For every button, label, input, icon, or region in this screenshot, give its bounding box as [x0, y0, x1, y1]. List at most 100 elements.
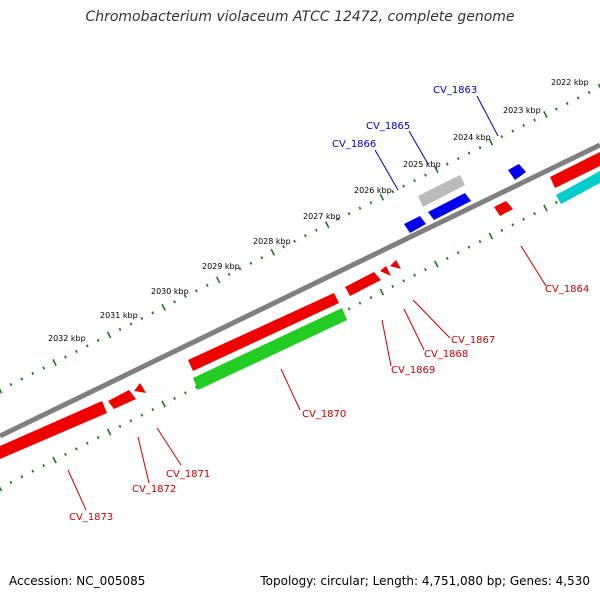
gene-cv1871-arrow[interactable]: [134, 383, 146, 393]
minor-tick: [576, 96, 580, 100]
minor-tick: [74, 447, 78, 451]
kbp-label: 2023 kbp: [503, 106, 541, 115]
minor-tick: [413, 179, 416, 183]
leader-line: [412, 299, 451, 339]
minor-tick: [85, 344, 89, 348]
kbp-label: 2025 kbp: [403, 160, 441, 169]
gene-cv1873-bar[interactable]: [0, 401, 107, 459]
minor-tick: [184, 391, 187, 395]
grey-feature[interactable]: [418, 175, 465, 207]
gene-label-cv1868[interactable]: CV_1868: [424, 349, 468, 360]
leader-line: [67, 469, 87, 511]
gene-label-cv1869[interactable]: CV_1869: [391, 365, 435, 376]
major-tick: [270, 248, 276, 256]
minor-tick: [511, 223, 515, 227]
gene-label-cv1865[interactable]: CV_1865: [366, 121, 410, 132]
minor-tick: [31, 371, 35, 376]
minor-tick: [64, 355, 67, 359]
minor-tick: [249, 261, 253, 265]
kbp-label: 2022 kbp: [551, 78, 589, 87]
leader-line: [520, 245, 547, 287]
minor-tick: [20, 475, 24, 479]
major-tick: [434, 260, 439, 268]
minor-tick: [391, 190, 395, 194]
minor-tick: [402, 279, 406, 283]
minor-tick: [96, 338, 100, 342]
cyan-feature[interactable]: [556, 171, 600, 204]
minor-tick: [304, 234, 307, 238]
minor-tick: [445, 162, 449, 166]
outer-tick-row: [0, 83, 600, 394]
major-tick: [434, 166, 439, 174]
gene-label-cv1870[interactable]: CV_1870: [302, 409, 346, 420]
red-feature-right-top[interactable]: [550, 152, 600, 188]
kbp-label: 2028 kbp: [253, 237, 291, 246]
reverse-features: [0, 152, 600, 459]
gene-label-cv1863[interactable]: CV_1863: [433, 85, 477, 96]
gene-cv1869-arrow[interactable]: [345, 272, 381, 296]
gene-cv1868-arrow[interactable]: [380, 266, 391, 276]
minor-tick: [227, 272, 231, 276]
minor-tick: [151, 311, 155, 315]
major-tick: [0, 486, 3, 492]
major-tick: [324, 221, 330, 229]
major-tick: [52, 358, 57, 366]
minor-tick: [467, 245, 471, 249]
gene-label-cv1871[interactable]: CV_1871: [166, 469, 210, 480]
gene-label-cv1872[interactable]: CV_1872: [132, 484, 176, 495]
genome-summary-text: Topology: circular; Length: 4,751,080 bp…: [260, 574, 590, 588]
gene-cv1863-arrow[interactable]: [508, 164, 526, 180]
major-tick: [106, 428, 112, 436]
minor-tick: [282, 245, 286, 249]
minor-tick: [533, 212, 536, 216]
minor-tick: [391, 284, 395, 288]
minor-tick: [9, 382, 13, 387]
minor-tick: [74, 349, 78, 354]
kbp-label: 2029 kbp: [202, 262, 240, 271]
gene-label-cv1864[interactable]: CV_1864: [545, 284, 589, 295]
red-feature-long-1[interactable]: [188, 293, 339, 371]
minor-tick: [336, 217, 340, 221]
minor-tick: [173, 300, 176, 304]
major-tick: [543, 111, 548, 119]
gene-labels: CV_1863 CV_1865 CV_1866 CV_1864 CV_1867 …: [69, 85, 589, 523]
leader-line: [156, 427, 182, 466]
leader-line: [381, 319, 392, 367]
gene-label-cv1866[interactable]: CV_1866: [332, 139, 376, 150]
minor-tick: [522, 217, 526, 221]
gene-cv1864-arrow[interactable]: [494, 201, 513, 216]
minor-tick: [31, 469, 35, 473]
major-tick: [215, 276, 221, 284]
minor-tick: [238, 267, 242, 271]
minor-tick: [587, 90, 591, 95]
genome-backbone: [0, 142, 600, 439]
gene-cv1867-arrow[interactable]: [390, 260, 401, 269]
gene-cv1865-arrow[interactable]: [428, 193, 471, 220]
minor-tick: [554, 200, 558, 204]
gene-label-cv1873[interactable]: CV_1873: [69, 512, 113, 523]
minor-tick: [369, 201, 373, 205]
map-title: Chromobacterium violaceum ATCC 12472, co…: [85, 9, 515, 25]
leader-lines: [67, 95, 547, 511]
gene-cv1870-bar[interactable]: [193, 308, 347, 390]
minor-tick: [151, 408, 155, 412]
minor-tick: [85, 441, 89, 445]
minor-tick: [140, 316, 144, 320]
gene-label-cv1867[interactable]: CV_1867: [451, 335, 495, 346]
minor-tick: [511, 129, 515, 133]
gene-cv1872-arrow[interactable]: [108, 390, 136, 409]
minor-tick: [478, 240, 482, 244]
leader-line: [408, 130, 429, 165]
kbp-label: 2024 kbp: [453, 133, 491, 142]
leader-line: [374, 149, 399, 191]
minor-tick: [347, 212, 351, 216]
minor-tick: [42, 464, 46, 468]
minor-tick: [358, 301, 362, 305]
kbp-label: 2032 kbp: [48, 334, 86, 343]
gene-cv1866-arrow[interactable]: [404, 216, 426, 233]
major-tick: [52, 456, 57, 464]
major-tick: [0, 388, 3, 394]
minor-tick: [456, 157, 460, 161]
minor-tick: [118, 424, 122, 428]
minor-tick: [369, 296, 373, 300]
